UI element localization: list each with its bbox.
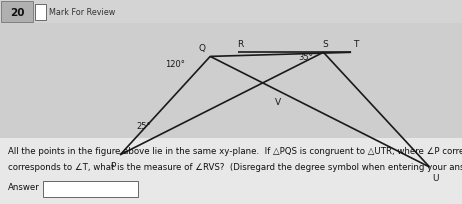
FancyBboxPatch shape xyxy=(35,5,46,21)
Text: S: S xyxy=(323,40,328,49)
Text: corresponds to ∠T, what is the measure of ∠RVS?  (Disregard the degree symbol wh: corresponds to ∠T, what is the measure o… xyxy=(8,162,462,171)
Text: Mark For Review: Mark For Review xyxy=(49,8,115,17)
Text: All the points in the figure above lie in the same xy‐plane.  If △PQS is congrue: All the points in the figure above lie i… xyxy=(8,146,462,155)
Text: Answer: Answer xyxy=(8,182,40,191)
Text: T: T xyxy=(353,40,359,49)
Text: V: V xyxy=(274,98,281,107)
Text: R: R xyxy=(237,40,243,49)
FancyBboxPatch shape xyxy=(43,181,138,197)
Text: 120°: 120° xyxy=(165,60,185,69)
Text: U: U xyxy=(432,173,438,182)
FancyBboxPatch shape xyxy=(0,0,462,23)
Text: Q: Q xyxy=(198,44,206,53)
Text: 20: 20 xyxy=(10,8,24,18)
FancyBboxPatch shape xyxy=(1,2,33,22)
FancyBboxPatch shape xyxy=(0,139,462,204)
Text: 35°: 35° xyxy=(298,52,313,61)
Text: P: P xyxy=(110,161,116,170)
Text: 25°: 25° xyxy=(136,121,151,130)
